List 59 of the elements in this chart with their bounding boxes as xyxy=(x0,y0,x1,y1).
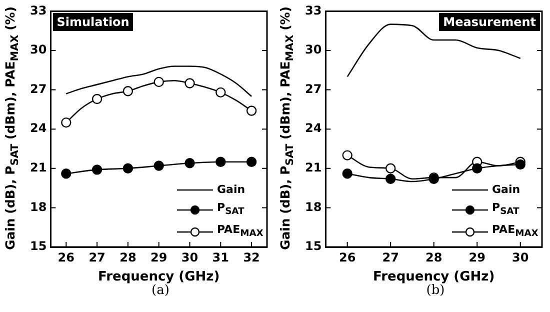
point xyxy=(184,78,195,88)
x-tick-label: 28 xyxy=(426,250,442,264)
x-tick-label: 27 xyxy=(88,250,106,264)
text: (b) xyxy=(426,283,445,298)
y-tick-label: 27 xyxy=(304,82,322,96)
legend-label: PAE$_{MAX}$ xyxy=(492,222,538,242)
y-tick-label: 15 xyxy=(304,239,322,254)
y-tick-label: 18 xyxy=(304,200,322,214)
point xyxy=(246,156,257,167)
y-tick-label: 21 xyxy=(304,160,322,175)
y-tick-label: 15 xyxy=(30,239,47,254)
y-tick-label: 33 xyxy=(30,3,47,18)
legend-label: P$_{SAT}$ xyxy=(492,200,520,220)
point xyxy=(122,86,134,96)
y-tick-label: 33 xyxy=(304,3,322,18)
x-tick-label: 28 xyxy=(120,250,136,264)
point xyxy=(385,174,396,184)
legend-label: P$_{SAT}$ xyxy=(217,200,244,220)
point xyxy=(61,117,72,128)
point xyxy=(472,163,482,174)
point xyxy=(342,168,352,179)
x-tick-label: 30 xyxy=(181,250,198,264)
x-tick-label: 27 xyxy=(382,250,399,264)
y-tick-label: 27 xyxy=(30,82,47,96)
point xyxy=(92,164,102,175)
x-tick-label: 26 xyxy=(338,250,356,264)
legend-label: Gain xyxy=(217,182,246,198)
x-tick-label: 30 xyxy=(512,250,529,264)
legend-label: PAE$_{MAX}$ xyxy=(217,222,264,242)
y-tick-label: 18 xyxy=(30,200,47,214)
point xyxy=(385,163,396,174)
line-series xyxy=(66,66,252,97)
y-tick-label: 24 xyxy=(30,121,47,136)
point xyxy=(122,163,134,174)
y-tick-label: 24 xyxy=(304,121,322,136)
point xyxy=(92,94,102,104)
point xyxy=(216,87,226,98)
point xyxy=(342,150,352,160)
point xyxy=(246,106,257,116)
x-tick-label: 29 xyxy=(468,250,486,264)
x-tick-label: 29 xyxy=(150,250,168,264)
point xyxy=(154,76,164,88)
point xyxy=(216,156,226,167)
x-axis-title: Frequency (GHz) xyxy=(373,270,495,285)
x-tick-label: 31 xyxy=(212,250,229,264)
x-axis-title: Frequency (GHz) xyxy=(98,270,220,285)
point xyxy=(61,168,72,179)
y-tick-label: 21 xyxy=(30,160,47,175)
x-tick-label: 26 xyxy=(58,250,74,264)
point xyxy=(184,158,195,168)
chart-title: Measurement xyxy=(439,13,540,32)
legend-label: Gain xyxy=(492,182,520,198)
x-tick-label: 32 xyxy=(243,250,260,264)
point xyxy=(515,159,526,170)
y-tick-label: 30 xyxy=(304,42,322,57)
y-tick-label: 30 xyxy=(30,42,47,57)
point xyxy=(154,160,164,171)
text: (a) xyxy=(152,283,170,298)
chart-title: Simulation xyxy=(52,13,134,32)
